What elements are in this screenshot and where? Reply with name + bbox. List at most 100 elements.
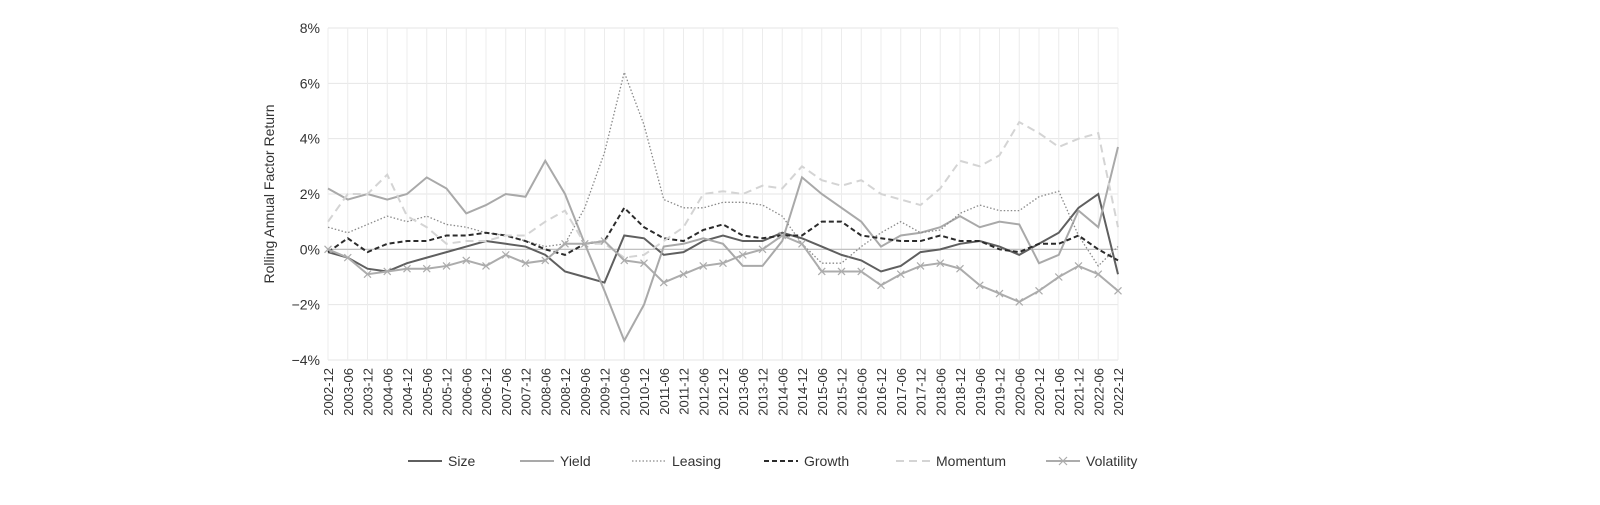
legend-label: Volatility (1086, 453, 1137, 469)
series-volatility-marker (620, 256, 629, 265)
x-tick-label: 2020-06 (1012, 368, 1027, 416)
x-tick-label: 2017-12 (914, 368, 929, 416)
x-tick-label: 2012-12 (716, 368, 731, 416)
series-volatility-marker (659, 278, 668, 287)
series-volatility-marker (679, 270, 688, 279)
x-tick-label: 2015-12 (835, 368, 850, 416)
series-volatility-marker (798, 239, 806, 248)
series-volatility-marker (422, 264, 431, 273)
legend-label: Momentum (936, 453, 1006, 469)
legend-label: Growth (804, 453, 849, 469)
series-growth-line (327, 206, 1119, 262)
x-tick-label: 2011-06 (657, 368, 672, 415)
x-tick-label: 2021-06 (1052, 368, 1067, 416)
series-lines (324, 70, 1122, 343)
x-tick-label: 2022-06 (1091, 368, 1106, 416)
x-tick-label: 2016-12 (874, 368, 889, 416)
series-volatility-marker (936, 259, 945, 268)
series-volatility-marker (561, 239, 569, 248)
legend-item-yield: Yield (520, 453, 591, 469)
series-volatility-marker (995, 289, 1004, 298)
y-tick-label: −2% (292, 297, 320, 313)
x-tick-label: 2012-06 (696, 368, 711, 416)
series-volatility-marker (1054, 273, 1063, 281)
series-volatility-marker (778, 231, 787, 240)
y-tick-label: 0% (300, 241, 320, 257)
series-volatility-marker (837, 267, 846, 276)
x-tick-label: 2004-12 (400, 368, 415, 416)
x-axis-ticks: 2002-12 2003-06 2003-12 2004-06 2004-12 2005-… (321, 368, 1126, 416)
series-volatility-marker (521, 259, 530, 268)
y-axis-title: Rolling Annual Factor Return (261, 105, 277, 284)
series-volatility-marker (383, 267, 392, 276)
series-volatility-marker (324, 245, 332, 254)
series-volatility-marker (640, 259, 648, 268)
x-tick-label: 2013-06 (736, 368, 751, 416)
gridlines (327, 27, 1119, 361)
legend-marker (1058, 456, 1068, 466)
series-volatility-marker (501, 250, 510, 259)
series-volatility-marker (442, 262, 451, 270)
x-tick-label: 2018-06 (933, 368, 948, 416)
legend-item-volatility: Volatility (1046, 453, 1137, 469)
x-tick-label: 2014-06 (775, 368, 790, 416)
x-tick-label: 2003-06 (341, 368, 356, 416)
y-tick-label: 2% (300, 186, 320, 202)
series-volatility-marker (462, 256, 471, 265)
legend-label: Leasing (672, 453, 721, 469)
series-volatility-marker (817, 267, 826, 276)
x-tick-label: 2007-12 (519, 368, 534, 416)
series-volatility-marker (896, 270, 905, 279)
series-yield-line (327, 146, 1119, 343)
x-tick-label: 2007-06 (499, 368, 514, 416)
legend-label: Yield (560, 453, 591, 469)
legend-item-growth: Growth (764, 453, 849, 469)
series-volatility-marker (956, 264, 964, 273)
x-tick-label: 2006-12 (479, 368, 494, 416)
x-tick-label: 2014-12 (795, 368, 810, 416)
x-tick-label: 2005-12 (440, 368, 455, 416)
series-volatility-marker (580, 239, 589, 248)
x-tick-label: 2005-06 (420, 368, 435, 416)
series-volatility-marker (877, 281, 885, 290)
series-volatility-marker (1035, 286, 1043, 295)
series-volatility-marker (482, 262, 490, 270)
series-volatility-marker (975, 281, 984, 290)
x-tick-label: 2019-06 (973, 368, 988, 416)
x-tick-label: 2015-06 (815, 368, 830, 416)
series-volatility-marker (857, 267, 866, 276)
x-tick-label: 2006-06 (459, 368, 474, 416)
series-volatility-marker (541, 256, 550, 265)
x-tick-label: 2010-06 (617, 368, 632, 416)
x-tick-label: 2009-06 (578, 368, 593, 416)
series-volatility-marker (1015, 297, 1024, 306)
x-tick-label: 2010-12 (637, 368, 652, 416)
series-volatility-marker (758, 245, 767, 254)
series-volatility-marker (1114, 286, 1122, 295)
y-tick-label: −4% (292, 352, 320, 368)
series-volatility-marker (600, 237, 609, 245)
y-tick-label: 4% (300, 131, 320, 147)
x-tick-label: 2004-06 (380, 368, 395, 416)
y-tick-label: 6% (300, 75, 320, 91)
x-tick-label: 2008-06 (538, 368, 553, 416)
series-volatility-marker (363, 270, 372, 279)
x-tick-label: 2009-12 (598, 368, 613, 416)
x-tick-label: 2003-12 (361, 368, 376, 416)
legend-item-size: Size (408, 453, 475, 469)
legend-item-momentum: Momentum (896, 453, 1006, 469)
legend: Size Yield Leasing Growth Momentum Volatility (408, 453, 1137, 469)
series-momentum-line (327, 120, 1119, 259)
series-volatility-marker (1094, 270, 1103, 279)
series-volatility-marker (699, 262, 708, 270)
series-volatility-marker (738, 250, 747, 259)
legend-label: Size (448, 453, 475, 469)
x-tick-label: 2013-12 (756, 368, 771, 416)
x-tick-label: 2021-12 (1072, 368, 1087, 416)
y-axis-ticks: −4% −2% 0% 2% 4% 6% 8% (292, 20, 320, 368)
x-tick-label: 2016-06 (854, 368, 869, 416)
x-tick-label: 2019-12 (993, 368, 1008, 416)
x-tick-label: 2002-12 (321, 368, 336, 416)
series-volatility-marker (1074, 262, 1083, 270)
series-volatility-marker (916, 262, 925, 270)
